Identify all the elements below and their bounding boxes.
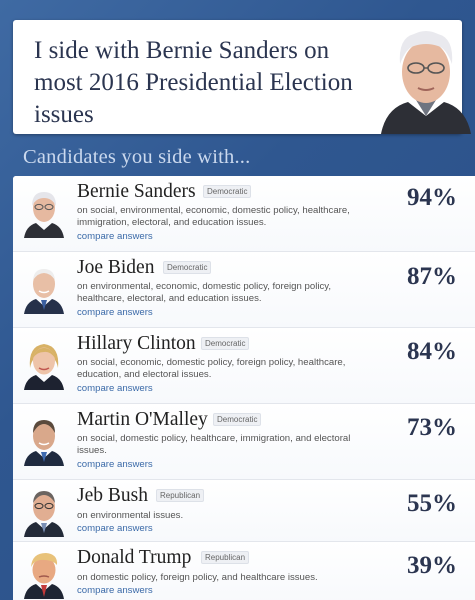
result-title: I side with Bernie Sanders on most 2016 … (34, 37, 353, 128)
bernie-sanders-portrait (376, 20, 475, 134)
compare-answers-link[interactable]: compare answers (77, 307, 153, 318)
compare-answers-link[interactable]: compare answers (77, 231, 153, 242)
match-percent: 55% (407, 490, 457, 517)
party-badge: Democratic (201, 337, 250, 350)
candidate-issues: on social, economic, domestic policy, fo… (77, 357, 346, 380)
candidate-name: Joe Biden (77, 257, 155, 278)
party-badge: Democratic (203, 185, 252, 198)
bernie-sanders-avatar (22, 186, 66, 238)
candidate-list: Bernie Sanders Democratic on social, env… (13, 176, 475, 600)
candidate-name: Martin O'Malley (77, 409, 208, 430)
compare-answers-link[interactable]: compare answers (77, 383, 153, 394)
candidate-issues: on environmental issues. (77, 510, 184, 521)
party-badge: Democratic (213, 413, 262, 426)
hillary-clinton-avatar (22, 338, 66, 390)
party-badge: Republican (156, 489, 205, 502)
candidate-row-joe-biden[interactable]: Joe Biden Democratic on environmental, e… (13, 252, 475, 328)
candidate-name: Jeb Bush (77, 485, 148, 506)
candidate-row-hillary-clinton[interactable]: Hillary Clinton Democratic on social, ec… (13, 328, 475, 404)
party-badge: Democratic (163, 261, 212, 274)
jeb-bush-avatar (22, 485, 66, 537)
header-card: I side with Bernie Sanders on most 2016 … (13, 20, 471, 134)
match-percent: 84% (407, 338, 457, 365)
martin-omalley-avatar (22, 414, 66, 466)
compare-answers-link[interactable]: compare answers (77, 585, 153, 596)
candidate-issues: on social, domestic policy, healthcare, … (77, 433, 351, 456)
candidate-row-donald-trump[interactable]: Donald Trump Republican on domestic poli… (13, 542, 475, 600)
joe-biden-avatar (22, 262, 66, 314)
donald-trump-avatar (22, 547, 66, 599)
candidate-issues: on social, environmental, economic, dome… (77, 205, 350, 228)
section-heading: Candidates you side with... (23, 146, 251, 168)
match-percent: 87% (407, 263, 457, 290)
match-percent: 39% (407, 552, 457, 579)
candidate-row-bernie-sanders[interactable]: Bernie Sanders Democratic on social, env… (13, 176, 475, 252)
candidate-issues: on domestic policy, foreign policy, and … (77, 572, 318, 583)
party-badge: Republican (201, 551, 250, 564)
candidate-issues: on environmental, economic, domestic pol… (77, 281, 331, 304)
candidate-row-martin-omalley[interactable]: Martin O'Malley Democratic on social, do… (13, 404, 475, 480)
compare-answers-link[interactable]: compare answers (77, 523, 153, 534)
candidate-name: Bernie Sanders (77, 181, 196, 202)
match-percent: 73% (407, 414, 457, 441)
match-percent: 94% (407, 184, 457, 211)
candidate-name: Donald Trump (77, 547, 192, 568)
compare-answers-link[interactable]: compare answers (77, 459, 153, 470)
candidate-row-jeb-bush[interactable]: Jeb Bush Republican on environmental iss… (13, 480, 475, 542)
candidate-name: Hillary Clinton (77, 333, 196, 354)
